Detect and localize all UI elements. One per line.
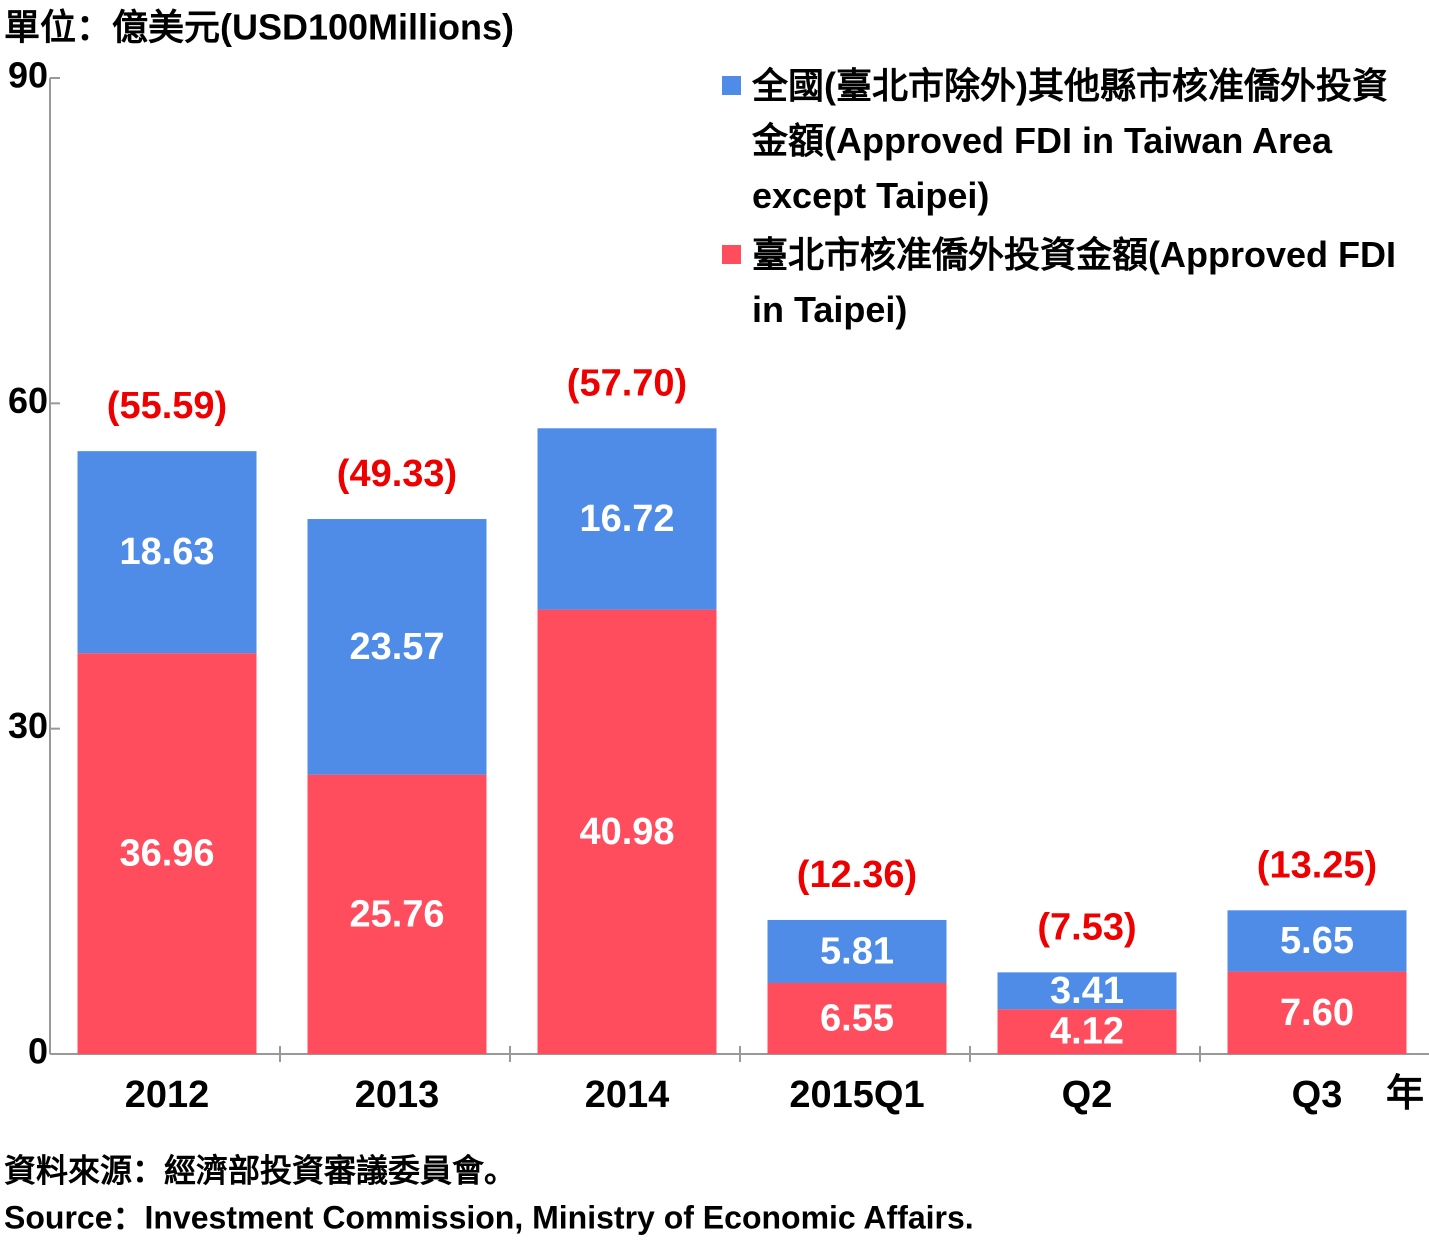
x-axis-label: 年: [1386, 1073, 1424, 1115]
legend-swatch: [722, 245, 741, 264]
x-tick-label: Q3: [1292, 1074, 1343, 1116]
bar-segment: [77, 451, 257, 654]
x-tick-label: 2014: [585, 1074, 670, 1116]
bar-segment: [307, 519, 487, 775]
y-tick-label: 0: [28, 1031, 48, 1072]
value-label: 40.98: [579, 811, 674, 853]
total-label: (12.36): [797, 854, 917, 896]
total-label: (57.70): [567, 362, 687, 404]
legend-item: 臺北市核准僑外投資金額(Approved FDI in Taipei): [722, 227, 1422, 337]
value-label: 23.57: [349, 626, 444, 668]
value-label: 5.65: [1280, 920, 1354, 962]
value-label: 6.55: [820, 998, 894, 1040]
legend-label: 臺北市核准僑外投資金額(Approved FDI in Taipei): [752, 234, 1396, 330]
bar-segment: [767, 919, 947, 983]
total-label: (13.25): [1257, 844, 1377, 886]
value-label: 4.12: [1050, 1011, 1124, 1053]
legend-item: 全國(臺北市除外)其他縣市核准僑外投資金額(Approved FDI in Ta…: [722, 58, 1422, 223]
bar-segment: [997, 1009, 1177, 1054]
x-tick-label: Q2: [1062, 1074, 1113, 1116]
value-label: 3.41: [1050, 970, 1124, 1012]
bar-segment: [767, 982, 947, 1054]
x-tick-label: 2015Q1: [789, 1074, 924, 1116]
x-tick-label: 2012: [125, 1074, 210, 1116]
total-label: (49.33): [337, 453, 457, 495]
unit-title: 單位：億美元(USD100Millions): [4, 7, 514, 48]
total-label: (7.53): [1037, 906, 1136, 948]
bar-segment: [1227, 910, 1407, 972]
value-label: 7.60: [1280, 992, 1354, 1034]
legend-label: 全國(臺北市除外)其他縣市核准僑外投資金額(Approved FDI in Ta…: [752, 65, 1388, 216]
bar-segment: [537, 428, 717, 610]
legend-swatch: [722, 76, 741, 95]
bar-segment: [997, 972, 1177, 1010]
legend: 全國(臺北市除外)其他縣市核准僑外投資金額(Approved FDI in Ta…: [722, 58, 1422, 341]
total-label: (55.59): [107, 385, 227, 427]
y-tick-label: 30: [8, 705, 48, 746]
value-label: 16.72: [579, 498, 674, 540]
bar-segment: [77, 653, 257, 1054]
bar-segment: [1227, 971, 1407, 1054]
value-label: 5.81: [820, 930, 894, 972]
value-label: 25.76: [349, 893, 444, 935]
source-note: Source：Investment Commission, Ministry o…: [4, 1199, 974, 1235]
y-tick-label: 90: [8, 55, 48, 96]
bar-segment: [537, 609, 717, 1054]
value-label: 36.96: [119, 833, 214, 875]
bar-segment: [307, 774, 487, 1054]
y-tick-label: 60: [8, 380, 48, 421]
source-note: 資料來源：經濟部投資審議委員會。: [4, 1152, 516, 1188]
value-label: 18.63: [119, 531, 214, 573]
x-tick-label: 2013: [355, 1074, 440, 1116]
